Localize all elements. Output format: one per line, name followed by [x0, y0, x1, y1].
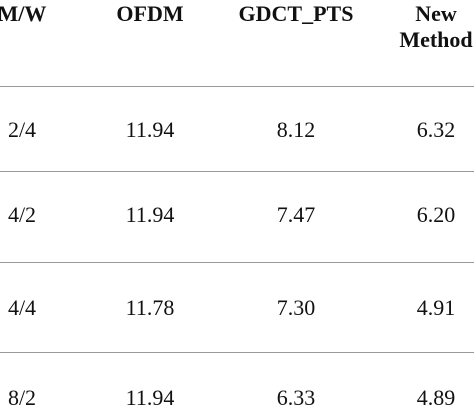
table-cell: 11.78: [125, 295, 175, 320]
column-header: OFDM: [116, 1, 184, 26]
table-cell: 2/4: [7, 117, 37, 142]
table-cell: 8.12: [276, 117, 316, 142]
table-cell: 7.30: [276, 295, 316, 320]
table-cell: 8/2: [7, 385, 37, 410]
table-cell: 6.20: [416, 202, 456, 227]
table-cell: 11.94: [125, 202, 175, 227]
table-cell: 4/4: [7, 295, 37, 320]
row-rule: [0, 171, 474, 172]
column-header: GDCT_PTS: [238, 1, 354, 26]
column-header: M/W: [0, 1, 47, 26]
row-rule: [0, 262, 474, 263]
table-cell: 4/2: [7, 202, 37, 227]
column-header: New Method: [399, 1, 473, 52]
table-cell: 6.33: [276, 385, 316, 410]
table-cell: 6.32: [416, 117, 456, 142]
table-cell: 11.94: [125, 385, 175, 410]
table-cell: 4.89: [416, 385, 456, 410]
row-rule: [0, 86, 474, 87]
table-cell: 4.91: [416, 295, 456, 320]
row-rule: [0, 352, 474, 353]
table-cell: 7.47: [276, 202, 316, 227]
table-cell: 11.94: [125, 117, 175, 142]
